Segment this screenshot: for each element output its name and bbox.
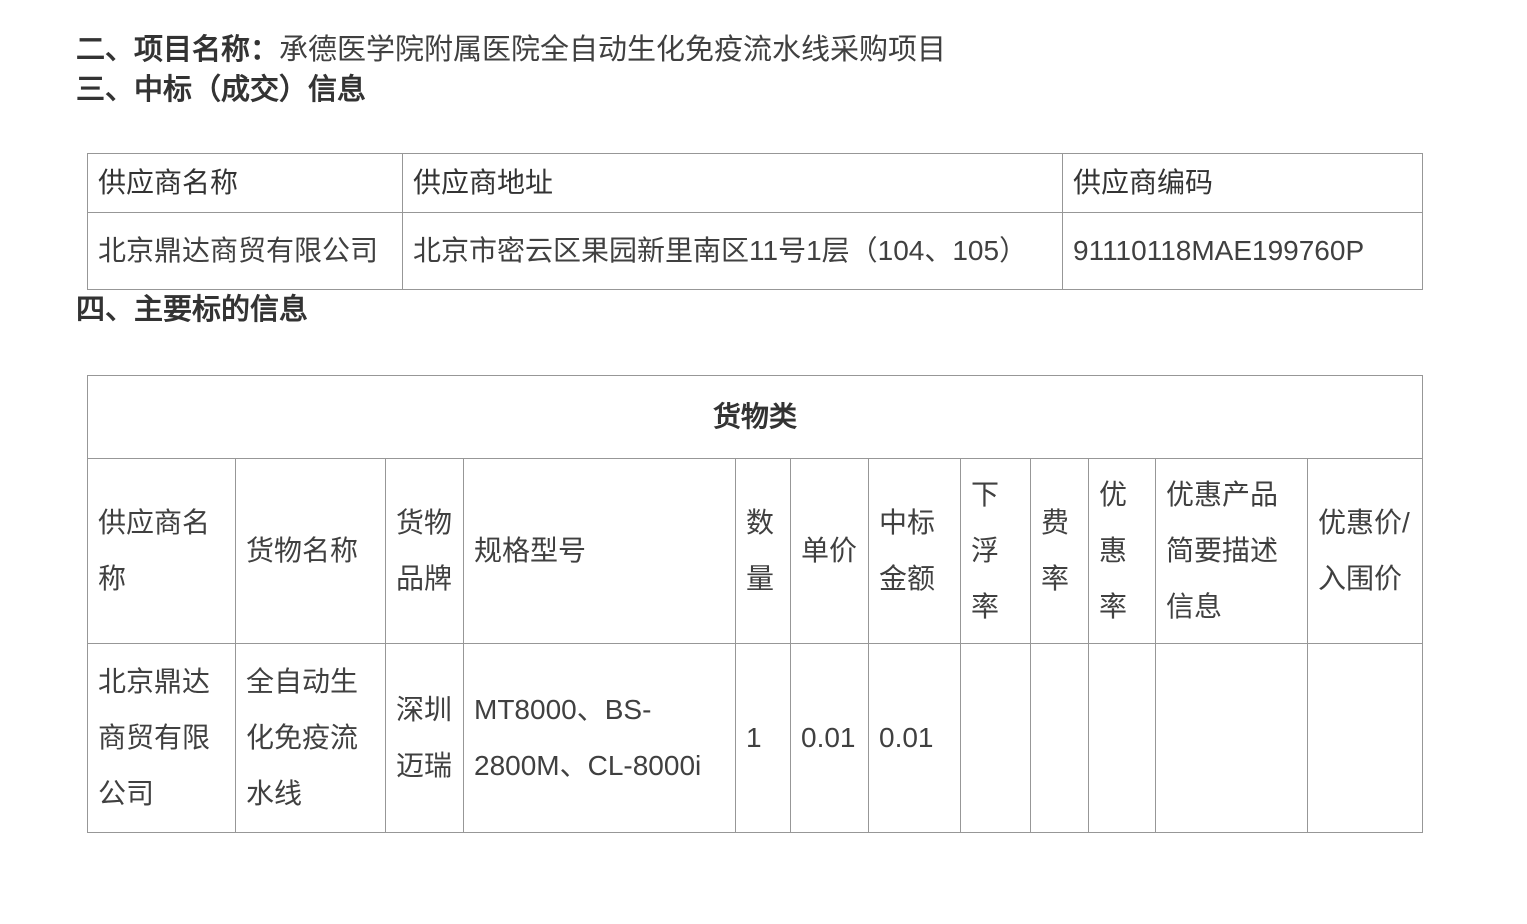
- supplier-address-cell: 北京市密云区果园新里南区11号1层（104、105）: [402, 212, 1063, 290]
- goods-col-brand: 货物品牌: [385, 458, 464, 644]
- goods-discount-description-cell: [1155, 643, 1308, 833]
- goods-downfloat-rate-cell: [960, 643, 1031, 833]
- goods-name-cell: 全自动生化免疫流水线: [235, 643, 386, 833]
- project-name-heading: 二、项目名称：承德医学院附属医院全自动生化免疫流水线采购项目: [76, 30, 1437, 70]
- goods-discount-price-cell: [1306, 643, 1424, 833]
- goods-col-discount-price: 优惠价/入围价: [1306, 458, 1424, 644]
- goods-col-unit-price: 单价: [790, 458, 869, 644]
- supplier-code-cell: 91110118MAE199760P: [1062, 212, 1423, 290]
- supplier-name-cell: 北京鼎达商贸有限公司: [87, 212, 403, 290]
- project-name-value: 承德医学院附属医院全自动生化免疫流水线采购项目: [279, 34, 947, 66]
- goods-col-spec-model: 规格型号: [463, 458, 736, 644]
- goods-spec-model-cell: MT8000、BS-2800M、CL-8000i: [463, 643, 736, 833]
- goods-award-amount-cell: 0.01: [868, 643, 961, 833]
- goods-category-row: 货物类: [86, 375, 1424, 459]
- supplier-name-header: 供应商名称: [87, 153, 403, 213]
- goods-table-header-row: 供应商名称 货物名称 货物品牌 规格型号 数量 单价 中标金额 下浮率 费率 优…: [87, 458, 1424, 644]
- goods-col-award-amount: 中标金额: [868, 458, 961, 644]
- goods-supplier-name-cell: 北京鼎达商贸有限公司: [87, 643, 236, 833]
- main-subject-heading: 四、主要标的信息: [76, 294, 309, 326]
- goods-table: 货物类 供应商名称 货物名称 货物品牌 规格型号 数量 单价 中标金额 下浮率 …: [86, 375, 1424, 833]
- supplier-table: 供应商名称 供应商地址 供应商编码 北京鼎达商贸有限公司 北京市密云区果园新里南…: [87, 153, 1423, 290]
- goods-col-discount-rate: 优惠率: [1088, 458, 1156, 644]
- goods-unit-price-cell: 0.01: [790, 643, 869, 833]
- goods-fee-rate-cell: [1030, 643, 1089, 833]
- supplier-table-row: 北京鼎达商贸有限公司 北京市密云区果园新里南区11号1层（104、105） 91…: [87, 212, 1423, 290]
- goods-col-fee-rate: 费率: [1030, 458, 1089, 644]
- award-info-heading: 三、中标（成交）信息: [76, 74, 367, 106]
- goods-col-supplier-name: 供应商名称: [87, 458, 236, 644]
- goods-table-row: 北京鼎达商贸有限公司 全自动生化免疫流水线 深圳迈瑞 MT8000、BS-280…: [87, 643, 1424, 833]
- goods-brand-cell: 深圳迈瑞: [385, 643, 464, 833]
- goods-col-downfloat-rate: 下浮率: [960, 458, 1031, 644]
- supplier-table-header-row: 供应商名称 供应商地址 供应商编码: [87, 153, 1423, 213]
- goods-discount-rate-cell: [1088, 643, 1156, 833]
- project-name-label: 二、项目名称：: [76, 34, 280, 66]
- supplier-address-header: 供应商地址: [402, 153, 1063, 213]
- goods-category-header: 货物类: [86, 375, 1424, 459]
- goods-col-discount-description: 优惠产品简要描述信息: [1155, 458, 1308, 644]
- goods-col-goods-name: 货物名称: [235, 458, 386, 644]
- supplier-code-header: 供应商编码: [1062, 153, 1423, 213]
- goods-quantity-cell: 1: [735, 643, 791, 833]
- goods-col-quantity: 数量: [735, 458, 791, 644]
